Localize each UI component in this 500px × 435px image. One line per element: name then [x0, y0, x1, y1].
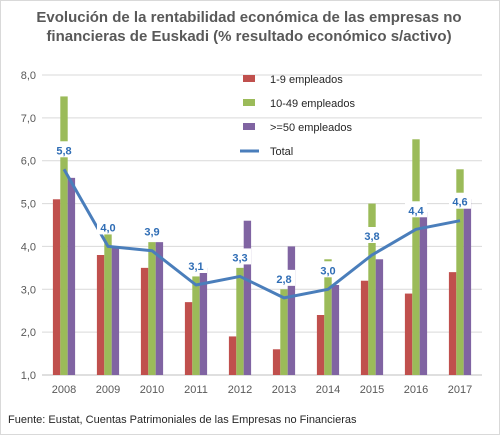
- data-label: 3,3: [232, 252, 247, 264]
- bar: [412, 139, 420, 375]
- chart-title: Evolución de la rentabilidad económica d…: [0, 8, 498, 46]
- x-tick-label: 2014: [316, 384, 340, 396]
- y-tick-label: 1,0: [21, 370, 36, 382]
- bar: [456, 169, 464, 375]
- data-label-bg: [317, 261, 339, 278]
- bar: [331, 285, 340, 375]
- data-label-bg: [229, 248, 251, 265]
- bar: [324, 259, 332, 375]
- bar: [60, 96, 68, 375]
- source-note: Fuente: Eustat, Cuentas Patrimoniales de…: [8, 414, 357, 426]
- legend-swatch: [243, 75, 255, 82]
- bar: [419, 212, 428, 375]
- data-label-bg: [273, 269, 295, 286]
- data-label: 5,8: [56, 145, 71, 157]
- bar: [140, 267, 149, 375]
- legend-swatch: [243, 99, 255, 106]
- bar: [111, 246, 120, 375]
- y-tick-label: 7,0: [21, 113, 36, 125]
- bar: [316, 315, 325, 375]
- bar: [228, 336, 237, 375]
- bar: [199, 267, 208, 375]
- bar: [375, 259, 384, 375]
- bar: [448, 272, 457, 375]
- bar: [67, 177, 76, 375]
- x-tick-label: 2010: [140, 384, 164, 396]
- data-label: 3,8: [364, 231, 379, 243]
- y-tick-label: 4,0: [21, 241, 36, 253]
- legend-label: 1-9 empleados: [270, 74, 343, 86]
- data-label-bg: [405, 201, 427, 218]
- bar: [368, 203, 376, 375]
- legend-swatch: [243, 123, 255, 130]
- bar: [404, 293, 413, 375]
- data-label: 4,4: [408, 205, 424, 217]
- bar: [192, 276, 200, 375]
- y-tick-label: 3,0: [21, 284, 36, 296]
- data-label-bg: [361, 227, 383, 243]
- bar: [52, 199, 61, 375]
- bar: [360, 280, 369, 375]
- y-tick-label: 5,0: [21, 199, 36, 211]
- bar: [243, 220, 252, 375]
- data-label: 3,0: [320, 265, 335, 277]
- x-tick-label: 2017: [448, 384, 472, 396]
- bar: [155, 242, 164, 375]
- data-label-bg: [53, 141, 75, 158]
- bar: [104, 229, 112, 375]
- bar: [280, 289, 288, 375]
- x-tick-label: 2013: [272, 384, 296, 396]
- legend-label: Total: [270, 146, 293, 158]
- chart-title-line-2: financieras de Euskadi (% resultado econ…: [46, 28, 452, 45]
- data-label: 4,6: [452, 197, 467, 209]
- data-label-bg: [449, 192, 471, 209]
- x-tick-label: 2012: [228, 384, 252, 396]
- x-tick-label: 2008: [52, 384, 76, 396]
- bar: [287, 246, 296, 375]
- x-tick-label: 2015: [360, 384, 384, 396]
- chart-title-line-1: Evolución de la rentabilidad económica d…: [36, 9, 462, 26]
- x-tick-label: 2016: [404, 384, 428, 396]
- bar: [236, 267, 244, 375]
- y-tick-label: 8,0: [21, 70, 36, 82]
- data-label-bg: [141, 222, 163, 239]
- data-label-bg: [185, 257, 207, 273]
- bar: [272, 349, 281, 375]
- legend-label: >=50 empleados: [270, 122, 352, 134]
- data-label: 3,1: [188, 261, 203, 273]
- y-tick-label: 2,0: [21, 327, 36, 339]
- x-tick-label: 2011: [184, 384, 208, 396]
- data-label: 2,8: [276, 274, 291, 286]
- bar: [96, 255, 105, 375]
- y-tick-label: 6,0: [21, 156, 36, 168]
- legend-label: 10-49 empleados: [270, 98, 356, 110]
- total-line: [62, 168, 461, 300]
- data-label: 3,9: [144, 227, 159, 239]
- bar: [184, 302, 193, 375]
- data-label: 4,0: [100, 222, 115, 234]
- bar: [463, 199, 472, 375]
- x-tick-label: 2009: [96, 384, 120, 396]
- data-label-bg: [97, 218, 119, 235]
- bar: [148, 242, 156, 375]
